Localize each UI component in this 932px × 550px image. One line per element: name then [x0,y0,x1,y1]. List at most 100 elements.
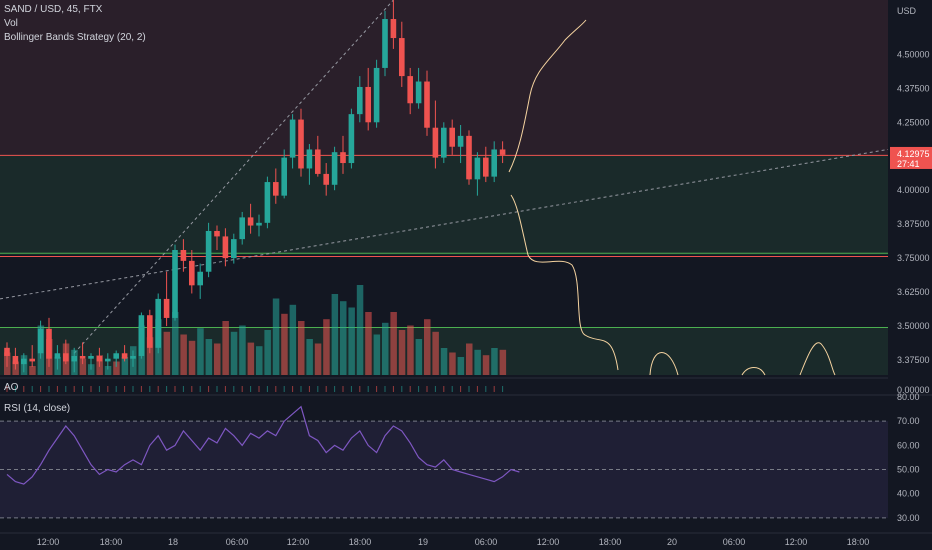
candle-body [147,315,153,348]
volume-bar [466,343,473,375]
volume-bar [289,304,297,375]
candle-body [264,182,271,223]
candle-body [222,236,229,259]
candle-body [331,152,338,185]
rsi-tick-label: 60.00 [897,440,920,450]
symbol-legend[interactable]: SAND / USD, 45, FTX [4,4,103,15]
time-tick-label: 18 [168,537,178,547]
candle-body [424,81,430,128]
time-tick-label: 18:00 [847,537,870,547]
currency-label: USD [897,6,917,16]
candle-body [189,260,195,286]
time-tick-label: 12:00 [785,537,808,547]
volume-bar [188,340,196,375]
rsi-tick-label: 40.00 [897,489,920,499]
volume-bar [239,325,246,375]
volume-bar [457,357,465,375]
candle-body [37,328,44,354]
candle-body [390,19,397,39]
candle-body [180,250,187,261]
rsi-line [6,405,520,485]
candle-body [323,173,329,185]
rsi-tick-label: 30.00 [897,513,920,523]
volume-bar [474,349,481,375]
candle-body [46,328,52,359]
candle-body [105,358,111,362]
projection-down [510,194,836,376]
time-tick-label: 18:00 [349,537,372,547]
ao-value-label: 0.00000 [897,385,930,395]
candle-body [163,298,170,318]
volume-bar [197,328,204,375]
candle-body [54,353,61,359]
price-tick-label: 3.50000 [897,321,930,331]
time-tick-label: 20 [667,537,677,547]
volume-bar [382,322,389,375]
price-tick-label: 3.62500 [897,287,930,297]
volume-bar [390,312,397,375]
projection-up [508,19,587,173]
candle-body [205,230,212,272]
volume-bar [373,334,381,375]
volume-bar [214,343,221,375]
volume-bar [104,366,112,375]
candle-body [197,271,203,286]
candle-body [457,135,464,147]
candle-body [399,38,405,77]
candle-body [357,86,363,115]
volume-bar [323,319,330,375]
candle-body [214,230,220,237]
candle-body [474,157,481,180]
rsi-legend[interactable]: RSI (14, close) [4,403,71,414]
candle-body [298,119,304,169]
candle-body [256,222,262,226]
volume-bar [146,337,154,375]
time-tick-label: 12:00 [37,537,60,547]
candle-body [289,119,296,158]
candle-body [247,217,254,226]
price-tick-label: 3.87500 [897,219,930,229]
candle-body [96,355,103,362]
time-tick-label: 18:00 [599,537,622,547]
volume-bar [415,339,423,375]
candle-body [273,182,279,196]
volume-bar [172,312,179,375]
volume-bar [222,321,229,375]
rsi-tick-label: 70.00 [897,416,920,426]
candle-body [441,127,447,158]
volume-bar [29,366,36,375]
candle-body [365,86,371,123]
candle-body [130,355,136,359]
candle-body [491,149,497,177]
volume-bar [482,355,490,375]
volume-bar [247,342,255,375]
time-tick-label: 12:00 [537,537,560,547]
bollinger-legend[interactable]: Bollinger Bands Strategy (20, 2) [4,32,146,43]
candle-body [231,239,237,259]
volume-bar [340,301,347,375]
volume-bar [264,330,271,375]
time-tick-label: 06:00 [226,537,249,547]
candle-body [4,347,10,356]
volume-bar [398,330,406,375]
volume-legend[interactable]: Vol [4,18,18,29]
ao-legend[interactable]: AO [4,382,19,393]
time-tick-label: 18:00 [100,537,123,547]
candle-body [306,149,313,169]
rsi-tick-label: 80.00 [897,392,920,402]
candle-body [373,67,380,123]
volume-bar [407,325,414,375]
volume-bar [281,313,288,375]
candle-body [29,358,35,362]
time-tick-label: 06:00 [723,537,746,547]
price-tick-label: 3.75000 [897,253,930,263]
rsi-tick-label: 50.00 [897,465,920,475]
price-tick-label: 4.00000 [897,185,930,195]
candle-body [71,355,77,362]
candle-body [281,157,287,196]
volume-bar [365,312,372,375]
countdown-value: 27:41 [897,159,920,169]
last-price-value: 4.12975 [897,149,930,159]
middle-zone [0,155,888,255]
